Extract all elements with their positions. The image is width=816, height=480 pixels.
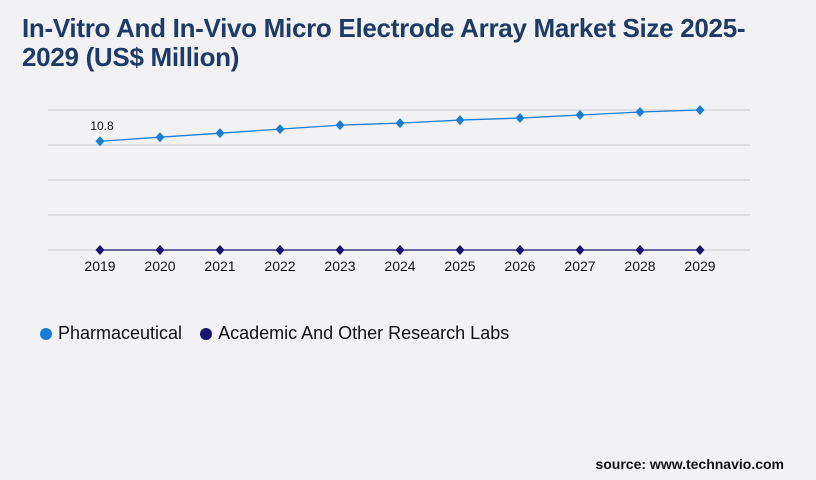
data-point [275, 124, 285, 135]
legend: Pharmaceutical Academic And Other Resear… [40, 323, 527, 344]
data-point [695, 105, 705, 115]
data-point [155, 132, 165, 143]
data-point [275, 245, 285, 255]
legend-item-academic[interactable]: Academic And Other Research Labs [200, 323, 509, 344]
x-tick-label: 2024 [384, 258, 415, 274]
x-tick-label: 2025 [444, 258, 475, 274]
x-tick-label: 2023 [324, 258, 355, 274]
x-tick-label: 2021 [204, 258, 235, 274]
data-point [395, 118, 405, 129]
x-tick-label: 2019 [84, 258, 115, 274]
data-point [635, 107, 645, 118]
data-point [335, 245, 345, 255]
data-point [455, 245, 465, 255]
legend-label: Academic And Other Research Labs [218, 323, 510, 343]
data-point [95, 245, 105, 255]
x-tick-label: 2020 [144, 258, 175, 274]
chart-title: In-Vitro And In-Vivo Micro Electrode Arr… [22, 13, 746, 72]
legend-marker-icon [40, 327, 52, 340]
data-point [215, 245, 225, 255]
data-point [635, 245, 645, 255]
legend-item-pharmaceutical[interactable]: Pharmaceutical [40, 323, 182, 344]
data-point [395, 245, 405, 255]
data-point [515, 113, 525, 124]
data-point [575, 110, 585, 121]
legend-marker-icon [200, 327, 213, 340]
data-point [515, 245, 525, 255]
data-point [215, 128, 225, 139]
data-label: 10.8 [90, 119, 114, 133]
x-tick-label: 2029 [684, 258, 715, 274]
data-point [155, 245, 165, 255]
data-point [335, 120, 345, 131]
data-point [95, 136, 105, 147]
source-text: source: www.technavio.com [595, 456, 784, 472]
data-point [455, 115, 465, 126]
x-tick-label: 2027 [564, 258, 595, 274]
data-point [695, 245, 705, 255]
x-tick-label: 2022 [264, 258, 295, 274]
data-point [575, 245, 585, 255]
x-tick-label: 2028 [624, 258, 655, 274]
line-chart: 2019 2020 2021 2022 2023 2024 2025 2026 2027 2028… [48, 105, 750, 274]
legend-label: Pharmaceutical [58, 323, 183, 343]
x-tick-label: 2026 [504, 258, 535, 274]
